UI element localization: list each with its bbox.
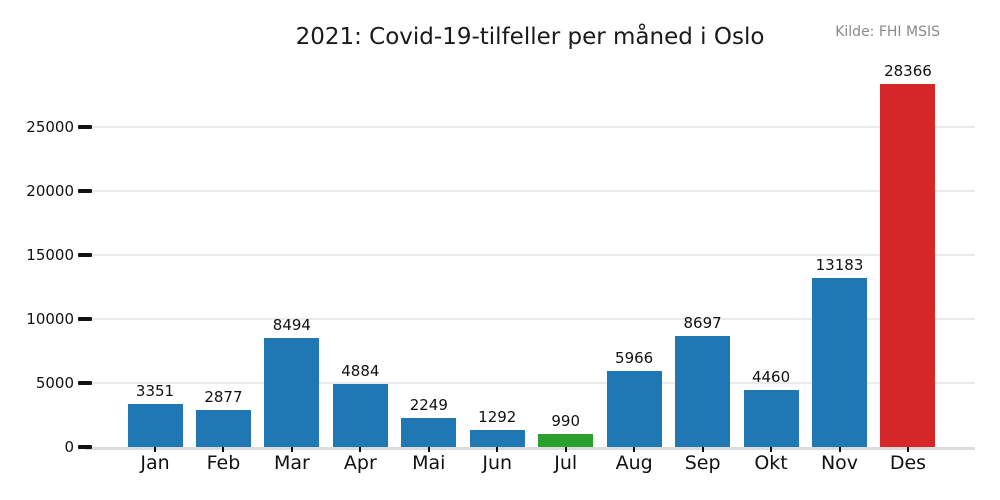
bar [743,390,799,447]
x-tick-mark [222,447,225,452]
bar [469,430,525,447]
x-tick-label: Nov [820,452,859,474]
x-tick-label: Aug [615,452,653,474]
x-tick-mark [564,447,567,452]
bar-value-label: 2249 [409,396,448,414]
gridline [85,318,975,320]
x-tick-mark [496,447,499,452]
gridline [85,254,975,256]
bar [812,278,867,447]
bar [401,418,457,447]
x-tick-label: Okt [754,452,788,474]
x-axis-line [85,447,975,450]
chart-title: 2021: Covid-19-tilfeller per måned i Osl… [295,24,765,50]
bar-value-label: 28366 [884,62,932,80]
x-tick-label: Apr [343,452,377,474]
y-tick-label: 25000 [26,118,74,136]
gridline [85,382,975,384]
source-annotation: Kilde: FHI MSIS [835,24,940,40]
y-tick-label: 5000 [35,374,74,392]
gridline [85,126,975,128]
x-tick-label: Feb [206,452,241,474]
y-tick-mark [78,125,92,129]
gridline [85,190,975,192]
bar [606,371,662,447]
x-tick-mark [838,447,841,452]
y-tick-label: 20000 [26,182,74,200]
y-tick-mark [78,253,92,257]
x-tick-mark [154,447,156,452]
x-tick-label: Jun [482,452,513,474]
x-tick-mark [427,447,430,452]
x-tick-label: Mai [412,452,446,474]
x-tick-label: Sep [684,452,721,474]
bar [538,434,594,447]
x-tick-mark [906,447,909,452]
bar-value-label: 13183 [815,256,864,274]
y-tick-label: 0 [64,438,74,456]
y-tick-mark [78,189,92,193]
bar-value-label: 8494 [272,316,311,334]
x-tick-label: Jan [140,452,170,474]
bar [127,404,183,447]
x-tick-mark [633,447,636,452]
bar-value-label: 2877 [204,388,243,406]
bar-value-label: 990 [551,412,580,430]
x-tick-mark [290,447,293,452]
bar-value-label: 8697 [683,314,722,332]
y-tick-mark [78,445,92,449]
bar-value-label: 5966 [615,349,654,367]
bar [264,338,320,447]
bar [880,84,936,447]
bar-value-label: 1292 [478,408,517,426]
x-tick-mark [701,447,704,452]
y-tick-mark [78,317,92,321]
x-tick-label: Des [889,452,927,474]
x-tick-mark [359,447,362,452]
bar [195,410,251,447]
x-tick-label: Jul [554,452,578,474]
bar [332,384,388,447]
x-tick-label: Mar [273,452,310,474]
x-tick-mark [770,447,773,452]
y-tick-mark [78,381,92,385]
y-tick-label: 10000 [26,310,74,328]
y-tick-label: 15000 [26,246,74,264]
bar-value-label: 4884 [341,362,380,380]
bar-value-label: 4460 [751,368,791,386]
bar-value-label: 3351 [135,382,175,400]
bar [675,336,731,447]
